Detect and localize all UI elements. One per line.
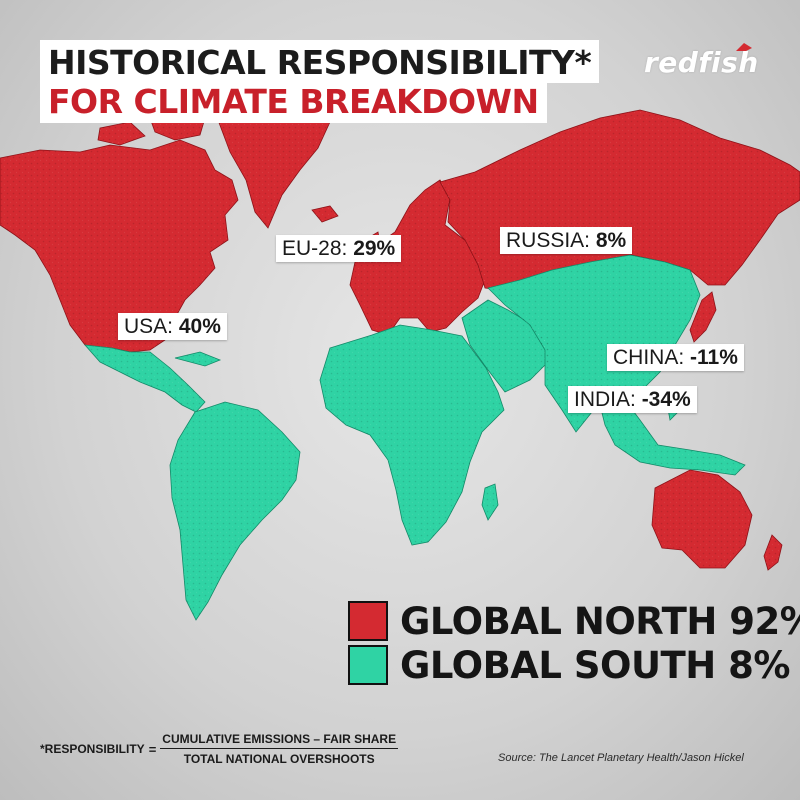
legend-global-south: GLOBAL SOUTH 8% bbox=[348, 645, 790, 685]
legend-north-swatch bbox=[348, 601, 388, 641]
responsibility-formula: *RESPONSIBILITY = CUMULATIVE EMISSIONS –… bbox=[40, 732, 399, 766]
map-label-eu: EU-28: 29% bbox=[276, 235, 402, 262]
formula-equals: = bbox=[148, 741, 157, 757]
legend-south-label: GLOBAL SOUTH 8% bbox=[400, 643, 790, 687]
redfish-logo: redfish bbox=[644, 46, 759, 79]
title-line-2: FOR CLIMATE BREAKDOWN bbox=[40, 81, 547, 123]
legend-global-north: GLOBAL NORTH 92% bbox=[348, 601, 800, 641]
map-label-usa: USA: 40% bbox=[118, 313, 227, 340]
source-credit: Source: The Lancet Planetary Health/Jaso… bbox=[498, 752, 744, 764]
map-label-india: INDIA: -34% bbox=[568, 386, 697, 413]
legend-north-label: GLOBAL NORTH 92% bbox=[400, 599, 800, 643]
logo-fin-icon bbox=[736, 43, 752, 51]
formula-prefix: *RESPONSIBILITY bbox=[40, 742, 145, 756]
global-south-regions bbox=[84, 254, 746, 621]
formula-denominator: TOTAL NATIONAL OVERSHOOTS bbox=[183, 752, 375, 766]
formula-numerator: CUMULATIVE EMISSIONS – FAIR SHARE bbox=[160, 732, 399, 749]
formula-fraction: CUMULATIVE EMISSIONS – FAIR SHARE TOTAL … bbox=[160, 732, 399, 766]
map-label-china: CHINA: -11% bbox=[607, 344, 744, 371]
legend-south-swatch bbox=[348, 645, 388, 685]
title-line-1: HISTORICAL RESPONSIBILITY* bbox=[40, 40, 600, 83]
map-label-russia: RUSSIA: 8% bbox=[500, 227, 633, 254]
global-north-regions bbox=[0, 109, 800, 571]
